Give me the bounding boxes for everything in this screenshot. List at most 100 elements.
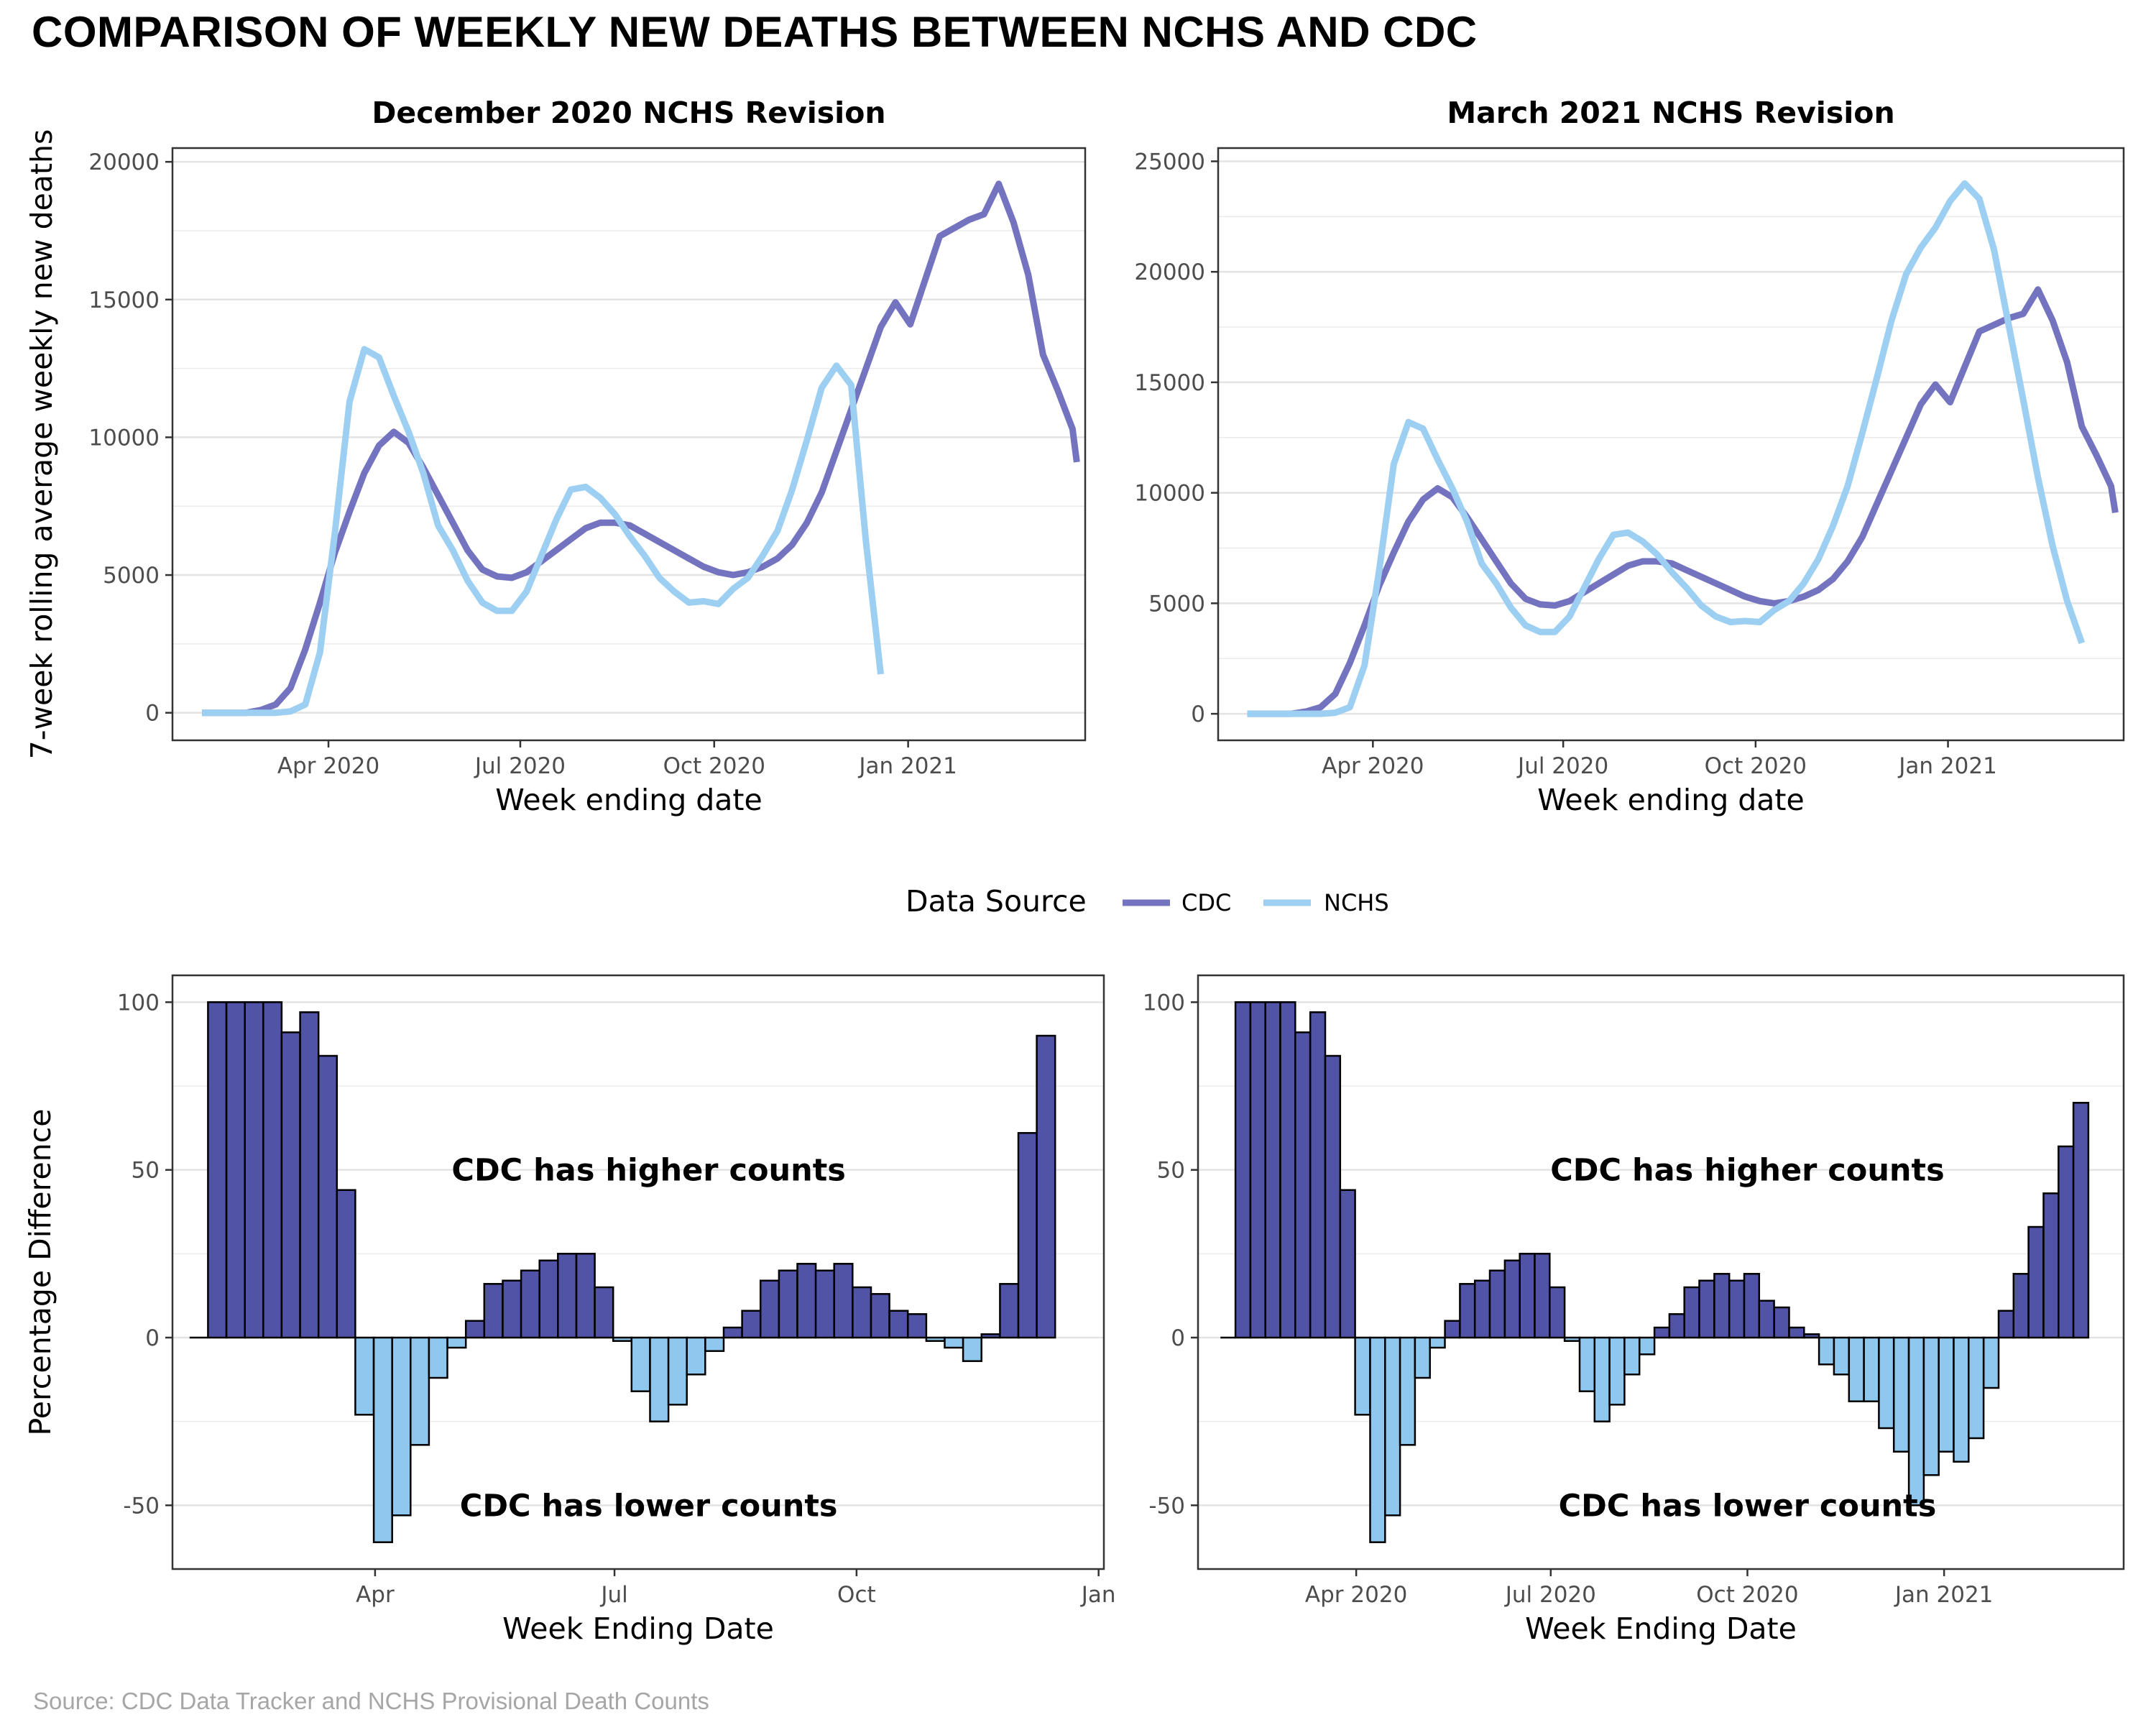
bar [833, 1263, 854, 1339]
x-tick-label: Oct 2020 [1705, 753, 1807, 779]
y-tick-label: 20000 [1134, 259, 1205, 285]
plot-background [172, 148, 1085, 740]
bar [1234, 1001, 1252, 1339]
bar [1713, 1273, 1731, 1339]
y-tick-label: 0 [1191, 702, 1205, 727]
source-note: Source: CDC Data Tracker and NCHS Provis… [33, 1688, 709, 1714]
bar [1534, 1253, 1551, 1339]
bar [999, 1283, 1020, 1339]
bar [1324, 1054, 1342, 1339]
bar [1773, 1306, 1790, 1339]
bar [1459, 1283, 1476, 1339]
bar [1384, 1336, 1401, 1517]
bar [317, 1054, 338, 1339]
x-tick-label: Oct [837, 1582, 876, 1608]
bar [520, 1269, 540, 1339]
bar-dec2020-panel: -50 0 50 100 Apr Jul Oct Jan CDC has higher coun… [23, 974, 1116, 1646]
series-line-nchs [1247, 180, 2086, 717]
bar [1488, 1269, 1506, 1339]
bar [1698, 1279, 1715, 1339]
bar-mar2021-panel: -50 0 50 100 Apr 2020 Jul 2020 Oct 2020 Jan 202… [1143, 974, 2125, 1646]
y-tick-label: 15000 [1134, 370, 1205, 396]
bar [962, 1336, 982, 1362]
bar [686, 1336, 706, 1376]
bar [1878, 1336, 1895, 1430]
bar [1354, 1336, 1371, 1416]
y-tick-label: 10000 [1134, 481, 1205, 507]
bar [852, 1286, 872, 1339]
bar [1369, 1336, 1386, 1543]
annotation: CDC has higher counts [1550, 1153, 1944, 1189]
bar [722, 1326, 743, 1339]
bar [1249, 1001, 1266, 1339]
bar [1997, 1310, 2015, 1339]
bar [1938, 1336, 1955, 1453]
y-tick-label: 0 [145, 701, 160, 727]
bar [1519, 1253, 1536, 1339]
annotation: CDC has lower counts [1559, 1488, 1937, 1524]
y-axis-title: 7-week rolling average weekly new deaths [24, 129, 59, 760]
bar [1653, 1326, 1671, 1339]
bar [2042, 1192, 2060, 1339]
bar [594, 1286, 614, 1339]
panel-border [171, 147, 1087, 742]
y-tick-label: 5000 [103, 563, 160, 589]
bar [1639, 1336, 1656, 1356]
bar [1264, 1001, 1281, 1339]
bar [1623, 1336, 1641, 1376]
bar [1863, 1336, 1880, 1402]
bar [1578, 1336, 1596, 1392]
x-tick-label: Jan 2021 [857, 753, 957, 779]
bar [502, 1279, 522, 1339]
x-axis-title: Week Ending Date [1525, 1611, 1797, 1646]
panel-border [1217, 147, 2125, 742]
x-tick-label: Jul [599, 1582, 627, 1608]
bar [2012, 1273, 2030, 1339]
x-tick-label: Apr [356, 1582, 395, 1608]
bar [741, 1310, 762, 1339]
y-tick-label: 0 [145, 1325, 160, 1351]
bar [1907, 1336, 1925, 1506]
annotation: CDC has higher counts [451, 1153, 845, 1189]
bar [870, 1293, 890, 1339]
panel-border [1197, 974, 2125, 1570]
legend: Data Source CDC NCHS [906, 884, 1389, 919]
bar [1563, 1336, 1581, 1342]
y-tick-label: 15000 [88, 288, 160, 313]
x-tick-label: Oct 2020 [1696, 1582, 1798, 1608]
bar [225, 1001, 246, 1339]
y-axis-title: Percentage Difference [23, 1108, 57, 1435]
bar [538, 1259, 559, 1339]
series-line-cdc [202, 180, 1080, 717]
bar [1833, 1336, 1850, 1376]
bar [262, 1001, 283, 1339]
x-axis-title: Week ending date [1537, 783, 1804, 817]
bar [796, 1263, 817, 1339]
x-tick-label: Jul 2020 [1516, 753, 1608, 779]
bar [280, 1031, 301, 1339]
bar [207, 1001, 228, 1339]
bar [1788, 1326, 1805, 1339]
bar [1549, 1286, 1566, 1339]
bar [980, 1333, 1001, 1339]
bar [2027, 1225, 2045, 1339]
y-tick-label: 0 [1171, 1325, 1185, 1351]
bar [888, 1310, 909, 1339]
bar [391, 1336, 412, 1517]
y-tick-label: 50 [132, 1158, 160, 1184]
bar [1017, 1132, 1038, 1339]
x-axis-title: Week ending date [495, 783, 762, 817]
bar [1294, 1031, 1312, 1339]
bar [1429, 1336, 1446, 1349]
bar [410, 1336, 430, 1446]
bar [778, 1269, 798, 1339]
bar [1968, 1336, 1985, 1440]
bar [446, 1336, 467, 1349]
bar [244, 1001, 264, 1339]
bar [907, 1313, 928, 1339]
bar [1728, 1279, 1746, 1339]
chart-main-title: COMPARISON OF WEEKLY NEW DEATHS BETWEEN … [32, 8, 1478, 56]
bar [1818, 1336, 1835, 1366]
bar [704, 1336, 725, 1352]
bar [336, 1189, 356, 1339]
